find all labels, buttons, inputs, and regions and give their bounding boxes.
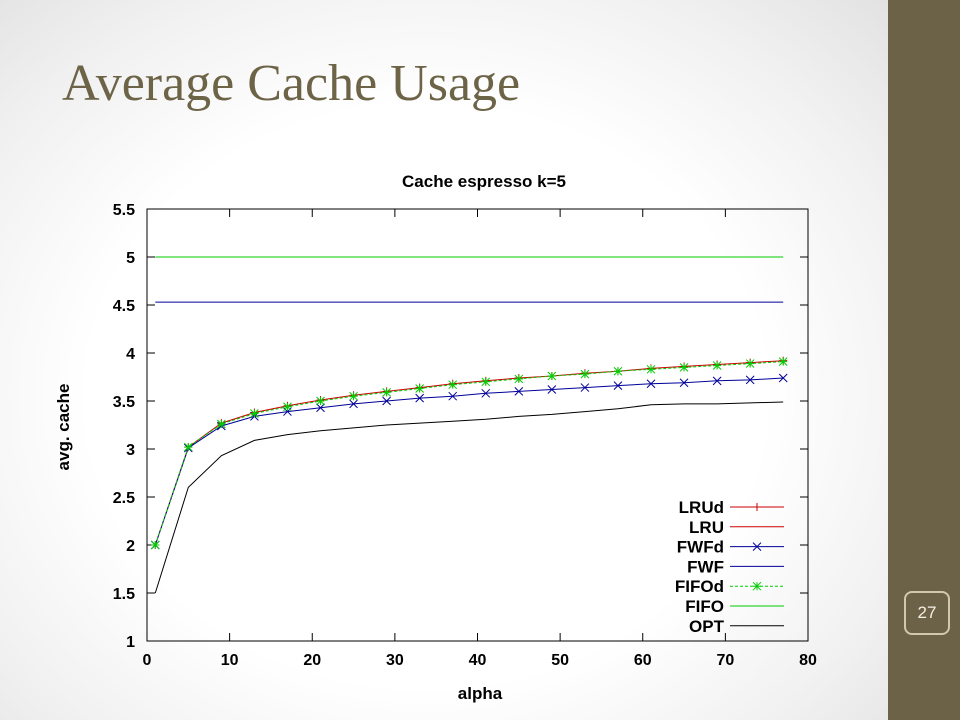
x-tick-label: 50 [551, 652, 569, 669]
line-chart: Cache espresso k=5 alpha avg. cache 0 10 2… [54, 172, 817, 703]
data-point-fifod [745, 359, 755, 368]
series-line-fifod [154, 361, 784, 546]
data-point-fifod [349, 391, 358, 401]
data-point-fwfd [679, 378, 689, 388]
x-tick-label: 80 [799, 652, 817, 669]
data-point-fifod [679, 363, 689, 372]
data-point-fifod [646, 364, 656, 374]
chart-title: Cache espresso k=5 [402, 172, 566, 191]
legend-marker-lrud [753, 503, 761, 511]
series-line-opt [154, 401, 784, 594]
legend-label-opt: OPT [689, 617, 725, 636]
data-point-fwfd [712, 376, 722, 386]
legend-label-fifo: FIFO [685, 597, 724, 616]
data-point-fifod [514, 374, 524, 384]
legend-label-fwfd: FWFd [677, 538, 724, 557]
data-point-fifod [580, 369, 590, 379]
y-tick-label: 3.5 [113, 394, 135, 411]
legend-marker-fifod [752, 581, 762, 591]
y-tick-label: 5 [126, 250, 135, 267]
data-point-fwfd [613, 381, 623, 390]
data-point-fifod [712, 361, 722, 370]
data-point-fwfd [415, 393, 425, 403]
y-tick-label: 5.5 [113, 202, 135, 219]
legend-label-lru: LRU [689, 518, 724, 537]
page-number: 27 [917, 603, 937, 622]
data-point-fifod [481, 377, 491, 387]
y-axis-label: avg. cache [54, 384, 73, 471]
legend-marker-fwfd [752, 542, 762, 551]
data-point-fwfd [646, 379, 656, 389]
y-tick-label: 2.5 [113, 490, 135, 507]
x-tick-label: 10 [221, 652, 239, 669]
x-axis-label: alpha [458, 684, 503, 703]
data-point-fifod [283, 402, 292, 412]
legend-label-lrud: LRUd [679, 498, 724, 517]
data-point-fwfd [778, 373, 788, 383]
series-line-lrud [154, 360, 784, 546]
data-point-fwfd [448, 391, 458, 401]
data-point-fwfd [745, 375, 755, 385]
data-point-fifod [778, 357, 788, 366]
x-tick-label: 30 [386, 652, 404, 669]
data-point-fwfd [382, 396, 391, 406]
data-point-fifod [448, 380, 458, 390]
data-point-fifod [316, 396, 325, 406]
y-tick-label: 2 [126, 538, 135, 555]
data-point-fifod [613, 366, 623, 376]
y-tick-label: 1 [126, 634, 135, 651]
x-tick-label: 60 [634, 652, 652, 669]
data-point-fifod [415, 384, 425, 393]
y-tick-label: 4 [126, 346, 135, 363]
y-tick-label: 3 [126, 442, 135, 459]
x-tick-label: 40 [469, 652, 487, 669]
x-tick-label: 20 [303, 652, 321, 669]
slide-background [0, 0, 888, 720]
data-point-fifod [183, 442, 193, 452]
data-point-fifod [250, 409, 259, 418]
data-point-fifod [382, 388, 391, 397]
data-point-fifod [150, 540, 160, 550]
data-point-fwfd [316, 403, 325, 413]
legend-label-fifod: FIFOd [675, 577, 724, 596]
y-tick-label: 1.5 [113, 586, 135, 603]
legend-label-fwf: FWF [687, 557, 724, 576]
data-point-fwfd [349, 399, 358, 409]
data-point-fwfd [580, 383, 590, 392]
data-point-fifod [547, 371, 557, 381]
data-point-fwfd [481, 388, 491, 398]
data-point-fifod [217, 419, 226, 429]
slide-title: Average Cache Usage [62, 55, 521, 112]
y-tick-label: 4.5 [113, 298, 135, 315]
series-line-fwfd [154, 377, 784, 546]
page-number-box: 27 [904, 591, 950, 635]
data-point-fwfd [547, 385, 557, 394]
x-tick-label: 70 [716, 652, 734, 669]
data-point-fwfd [514, 387, 524, 396]
x-tick-label: 0 [143, 652, 152, 669]
